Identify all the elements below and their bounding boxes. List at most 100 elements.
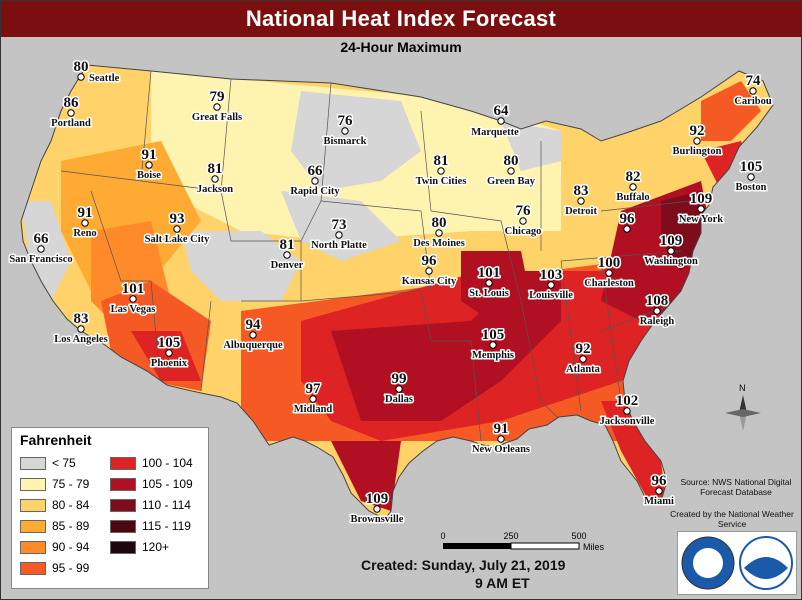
city-value: 101 <box>122 281 145 297</box>
city-marker: 76 Bismarck <box>322 112 368 149</box>
city-name: Denver <box>271 260 304 271</box>
legend-swatch <box>110 456 136 470</box>
city-marker: 81 Twin Cities <box>414 152 468 189</box>
legend-item: 120+ <box>110 540 169 554</box>
city-marker: 91 Reno <box>72 204 98 241</box>
city-name: Bismarck <box>324 136 367 147</box>
legend-item: 115 - 119 <box>110 519 191 533</box>
city-marker: 79 Great Falls <box>190 88 243 125</box>
city-dot <box>67 109 75 117</box>
agency-logos <box>677 531 797 595</box>
city-marker: 93 Salt Lake City <box>143 210 212 247</box>
city-value: 97 <box>306 381 322 397</box>
city-marker: 109 Washington <box>643 232 700 269</box>
city-name: Boston <box>736 182 767 193</box>
city-marker: 92 Atlanta <box>565 340 603 377</box>
city-marker: 73 North Platte <box>310 216 369 253</box>
city-name: Charleston <box>584 278 634 289</box>
legend-label: 115 - 119 <box>142 519 191 533</box>
city-name: Burlington <box>672 146 721 157</box>
city-marker: 97 Midland <box>292 380 334 417</box>
city-dot <box>435 229 443 237</box>
city-dot <box>623 225 631 233</box>
city-name: Midland <box>294 404 333 415</box>
city-marker: 82 Buffalo <box>615 168 651 205</box>
city-dot <box>577 197 585 205</box>
legend-title: Fahrenheit <box>20 432 92 448</box>
legend-item: 75 - 79 <box>20 477 89 491</box>
city-marker: 109 New York <box>677 190 724 227</box>
city-marker: 94 Albuquerque <box>222 316 285 353</box>
city-marker: 96 <box>618 210 637 233</box>
city-name: Reno <box>73 228 96 239</box>
city-dot <box>655 487 663 495</box>
city-name: Jacksonville <box>600 416 655 427</box>
city-name: Caribou <box>734 96 772 107</box>
city-dot <box>283 251 291 259</box>
legend-swatch <box>110 498 136 512</box>
city-marker: 105 Phoenix <box>149 334 189 371</box>
scale-segment <box>510 542 580 550</box>
city-value: 79 <box>210 89 225 105</box>
city-dot <box>211 175 219 183</box>
city-dot <box>497 435 505 443</box>
city-value: 76 <box>338 113 354 129</box>
city-value: 83 <box>74 311 89 327</box>
city-marker: 80 Des Moines <box>412 214 467 251</box>
city-name: Chicago <box>505 226 542 237</box>
city-marker: 74 Caribou <box>733 72 774 109</box>
city-dot <box>485 279 493 287</box>
city-dot <box>693 137 701 145</box>
city-name: Brownsville <box>351 514 404 525</box>
city-value: 101 <box>478 265 501 281</box>
map-title: National Heat Index Forecast <box>245 6 557 31</box>
city-name: Buffalo <box>616 192 649 203</box>
legend-label: 95 - 99 <box>52 561 90 575</box>
legend-swatch <box>20 519 46 533</box>
city-value: 94 <box>246 317 262 333</box>
city-marker: 83 Detroit <box>564 182 599 219</box>
city-value: 83 <box>574 183 589 199</box>
city-marker: 99 Dallas <box>383 370 414 407</box>
legend-item: 90 - 94 <box>20 540 89 554</box>
city-value: 109 <box>660 233 683 249</box>
city-name: Boise <box>137 170 161 181</box>
city-marker: 91 Boise <box>136 146 163 183</box>
city-value: 66 <box>34 231 50 247</box>
city-dot <box>623 407 631 415</box>
city-dot <box>507 167 515 175</box>
city-value: 66 <box>308 163 324 179</box>
city-marker: 64 Marquette <box>470 102 521 140</box>
city-value: 109 <box>366 491 389 507</box>
city-dot <box>425 267 433 275</box>
scale-label: 500 <box>571 531 586 541</box>
city-dot <box>749 87 757 95</box>
city-name: San Francisco <box>9 254 72 265</box>
city-name: North Platte <box>311 240 367 251</box>
city-dot <box>145 161 153 169</box>
city-value: 96 <box>652 473 668 489</box>
city-name: New York <box>679 214 723 225</box>
legend-swatch <box>20 498 46 512</box>
city-dot <box>81 219 89 227</box>
city-marker: 76 Chicago <box>503 202 543 239</box>
city-dot <box>697 205 705 213</box>
city-value: 92 <box>576 341 591 357</box>
legend-item: 110 - 114 <box>110 498 191 512</box>
city-name: Great Falls <box>192 112 242 123</box>
city-value: 73 <box>332 217 347 233</box>
city-value: 80 <box>74 59 89 75</box>
scale-unit: Miles <box>583 542 605 552</box>
city-marker: 102 Jacksonville <box>598 392 656 429</box>
city-value: 105 <box>740 159 763 175</box>
city-dot <box>373 505 381 513</box>
north-arrow-icon: N <box>725 383 761 431</box>
legend-swatch <box>110 540 136 554</box>
city-value: 81 <box>208 161 223 177</box>
city-dot <box>489 341 497 349</box>
city-name: Atlanta <box>566 364 601 375</box>
city-value: 99 <box>392 371 407 387</box>
city-value: 100 <box>598 255 621 271</box>
legend-swatch <box>20 540 46 554</box>
